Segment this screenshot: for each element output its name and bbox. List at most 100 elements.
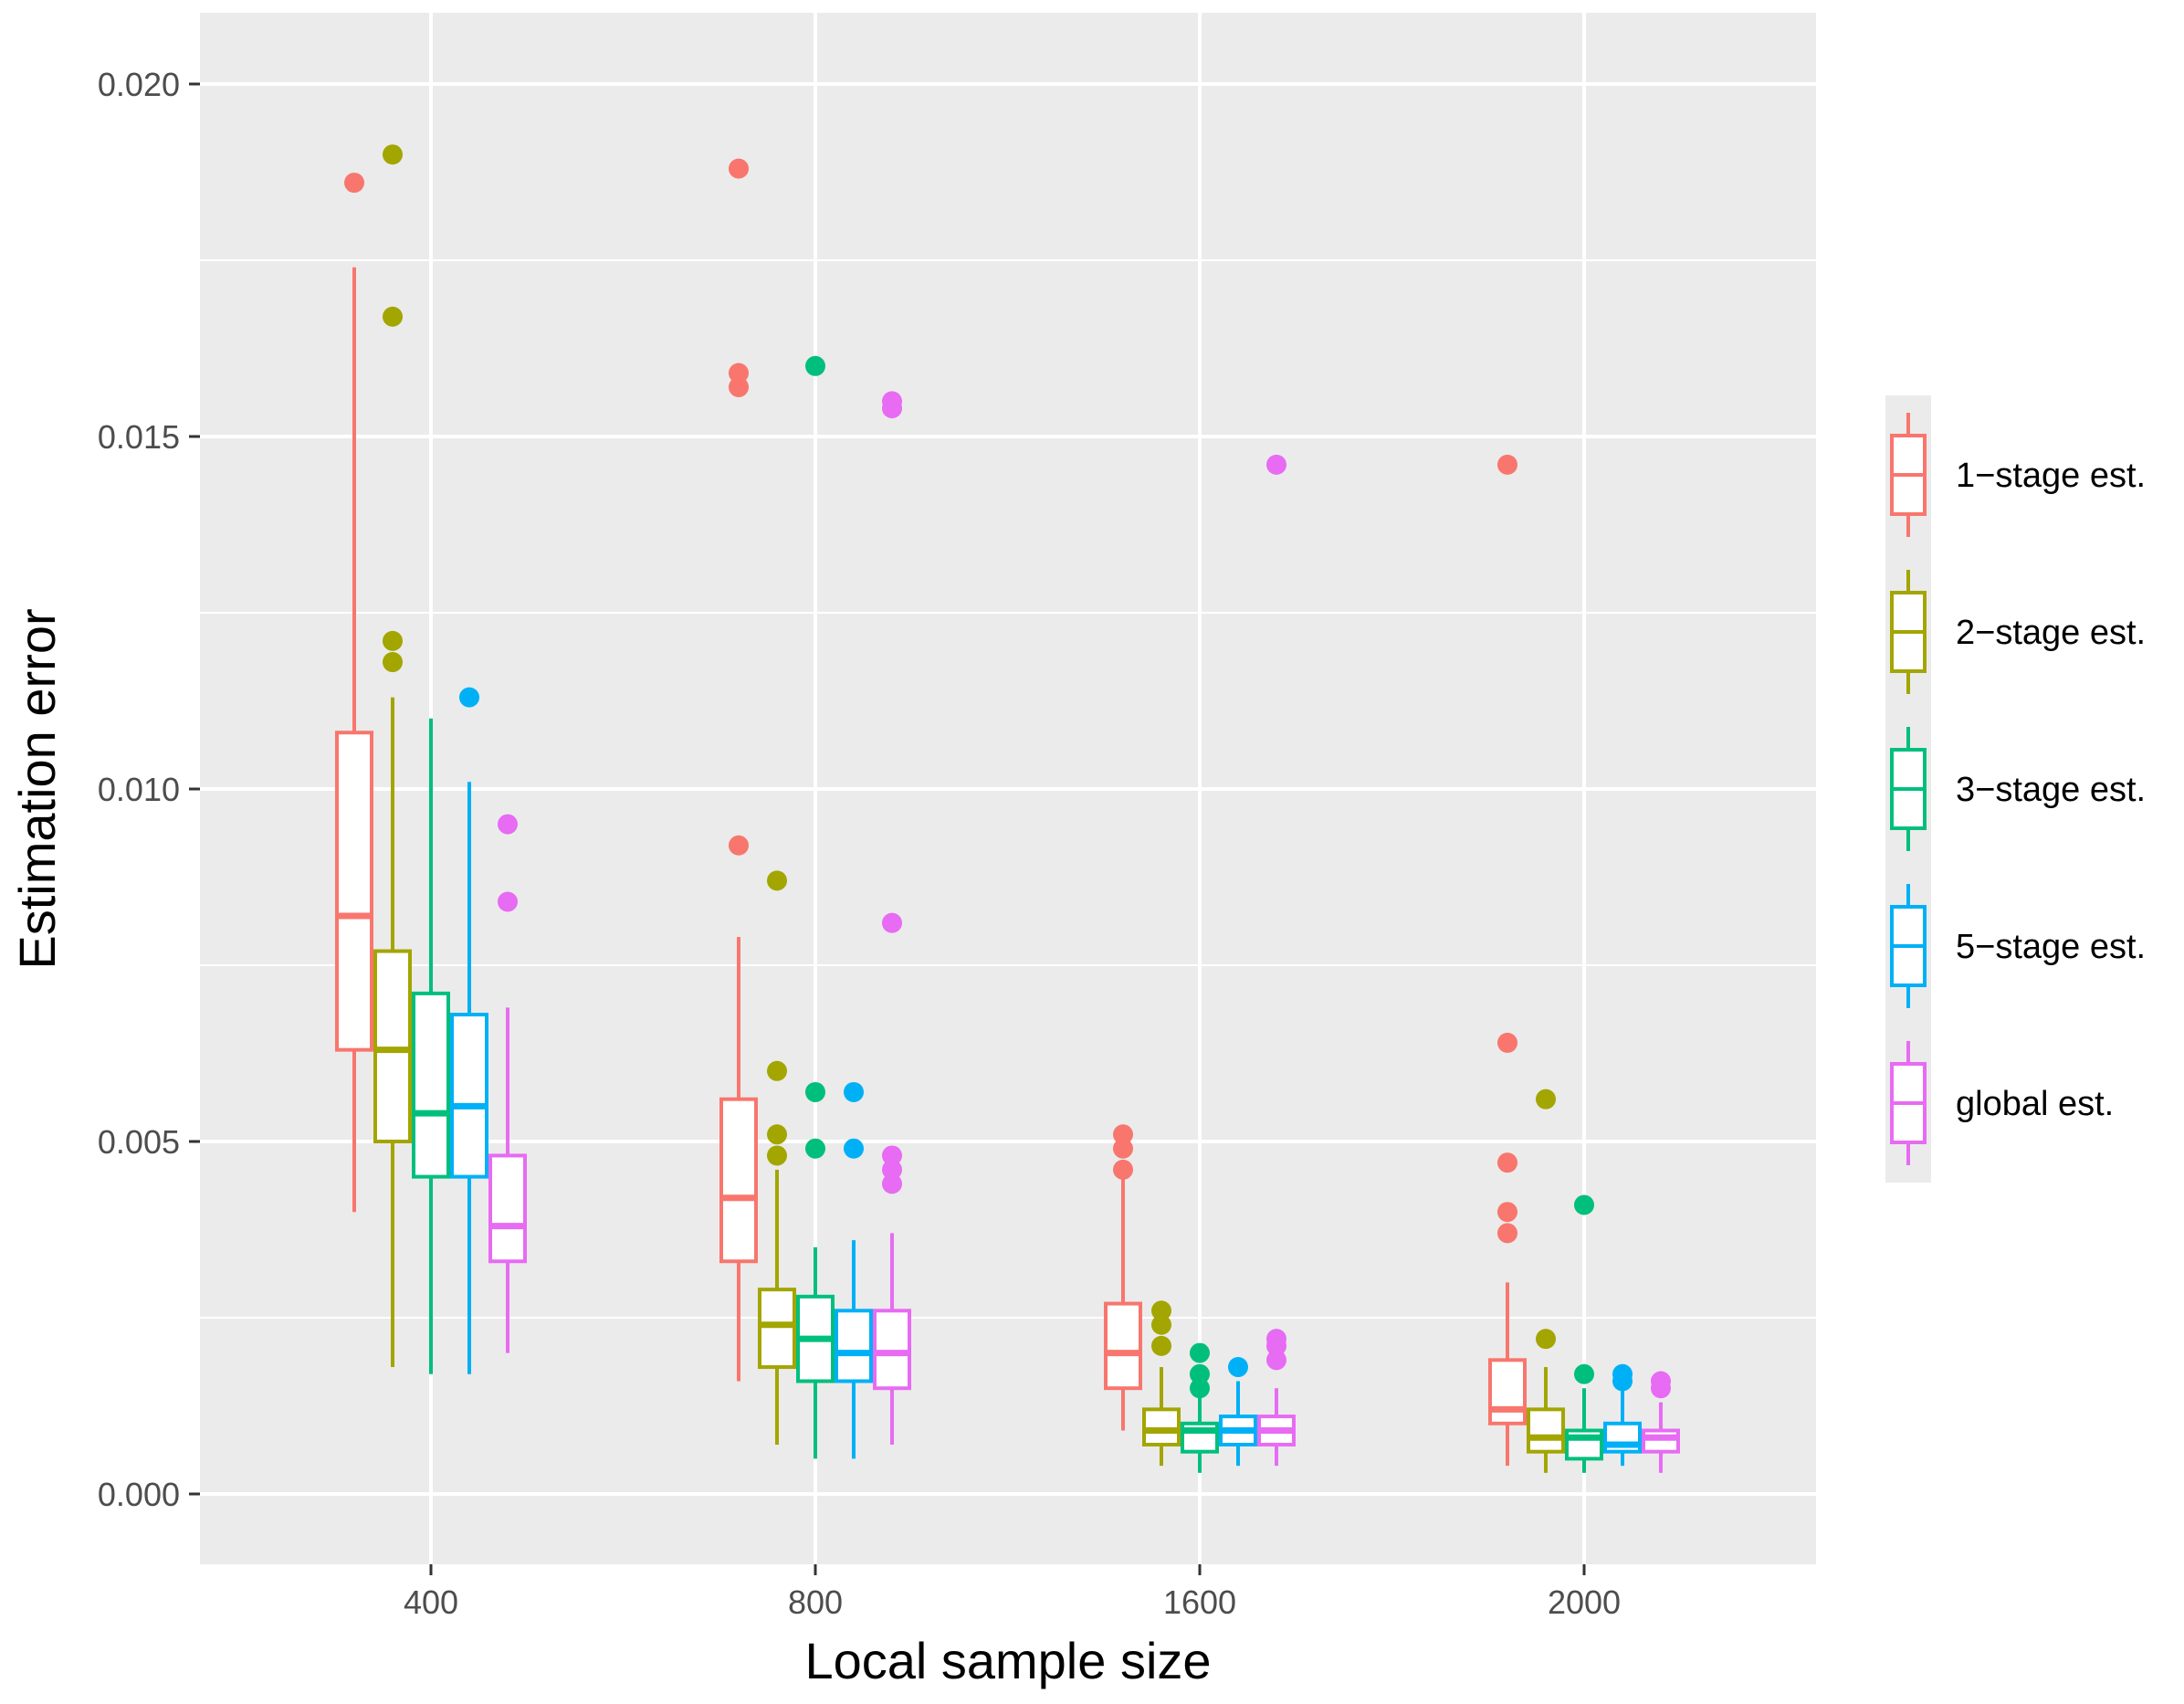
outlier-point xyxy=(1190,1363,1210,1384)
box-5-stage-est--1600 xyxy=(1219,1357,1257,1467)
outlier-point xyxy=(1266,454,1286,475)
x-axis: 400 800 1600 2000 xyxy=(404,1564,1621,1621)
outlier-point xyxy=(1266,1350,1286,1371)
outlier-point xyxy=(1190,1342,1210,1363)
box-global-est--400 xyxy=(488,814,527,1353)
outlier-point xyxy=(459,687,479,708)
outlier-point xyxy=(1497,454,1517,475)
legend: 1−stage est. 2−stage est. 3−stage est. 5−st… xyxy=(1885,395,2146,1183)
legend-label: 2−stage est. xyxy=(1956,614,2146,652)
outlier-point xyxy=(1574,1363,1594,1384)
outlier-point xyxy=(1151,1314,1171,1335)
iqr-box xyxy=(488,1153,527,1264)
outlier-point xyxy=(1536,1089,1556,1110)
outlier-point xyxy=(844,1081,864,1102)
outlier-point xyxy=(882,1159,902,1180)
outlier-point xyxy=(1497,1202,1517,1223)
box-3-stage-est--800 xyxy=(796,355,835,1459)
legend-key-3-stage-est- xyxy=(1890,727,1927,851)
box-2-stage-est--400 xyxy=(373,144,412,1368)
iqr-box xyxy=(1642,1428,1680,1454)
legend-key-global-est- xyxy=(1890,1041,1927,1165)
iqr-box xyxy=(1142,1407,1181,1446)
y-tick-label: 0.010 xyxy=(98,771,180,808)
outlier-point xyxy=(1497,1152,1517,1173)
outlier-point xyxy=(1113,1124,1133,1145)
iqr-box xyxy=(835,1309,873,1383)
box-2-stage-est--2000 xyxy=(1527,1089,1565,1473)
box-2-stage-est--1600 xyxy=(1142,1300,1181,1467)
box-5-stage-est--2000 xyxy=(1603,1363,1642,1467)
outlier-point xyxy=(1151,1335,1171,1356)
outlier-point xyxy=(1612,1363,1633,1384)
iqr-box xyxy=(719,1097,758,1264)
box-global-est--1600 xyxy=(1257,454,1296,1467)
outlier-point xyxy=(1113,1138,1133,1159)
outlier-point xyxy=(498,891,518,912)
outlier-point xyxy=(383,144,403,165)
iqr-box xyxy=(1488,1358,1527,1425)
iqr-box xyxy=(335,731,373,1052)
outlier-point xyxy=(844,1138,864,1159)
iqr-box xyxy=(373,949,412,1144)
iqr-box xyxy=(873,1309,911,1391)
iqr-box xyxy=(450,1013,488,1179)
x-tick-label: 800 xyxy=(788,1583,843,1621)
box-5-stage-est--400 xyxy=(450,687,488,1374)
y-tick-label: 0.020 xyxy=(98,66,180,103)
box-1-stage-est--800 xyxy=(719,158,758,1382)
x-tick-label: 400 xyxy=(404,1583,458,1621)
outlier-point xyxy=(805,1138,825,1159)
outlier-point xyxy=(383,630,403,651)
outlier-point xyxy=(1190,1378,1210,1399)
box-3-stage-est--400 xyxy=(412,718,450,1374)
outlier-point xyxy=(882,1173,902,1194)
box-3-stage-est--2000 xyxy=(1565,1194,1603,1473)
iqr-box xyxy=(1527,1407,1565,1454)
outlier-point xyxy=(767,870,787,891)
legend-key-5-stage-est- xyxy=(1890,884,1927,1008)
box-group xyxy=(335,144,1680,1473)
y-axis-title: Estimation error xyxy=(8,608,66,969)
outlier-point xyxy=(383,306,403,327)
outlier-point xyxy=(882,1145,902,1166)
outlier-point xyxy=(729,363,749,384)
y-tick-label: 0.015 xyxy=(98,418,180,456)
outlier-point xyxy=(882,391,902,412)
x-tick-label: 1600 xyxy=(1163,1583,1236,1621)
legend-label: 3−stage est. xyxy=(1956,771,2146,809)
outlier-point xyxy=(729,835,749,856)
legend-key-2-stage-est- xyxy=(1890,570,1927,694)
outlier-point xyxy=(1497,1223,1517,1244)
outlier-point xyxy=(882,912,902,933)
outlier-point xyxy=(767,1145,787,1166)
box-global-est--2000 xyxy=(1642,1371,1680,1473)
outlier-point xyxy=(1113,1159,1133,1180)
outlier-point xyxy=(344,173,364,194)
outlier-point xyxy=(383,652,403,673)
box-5-stage-est--800 xyxy=(835,1081,873,1459)
box-1-stage-est--2000 xyxy=(1488,454,1527,1467)
outlier-point xyxy=(767,1124,787,1145)
outlier-point xyxy=(729,158,749,179)
box-2-stage-est--800 xyxy=(758,870,796,1445)
outlier-point xyxy=(1574,1194,1594,1215)
x-tick-label: 2000 xyxy=(1548,1583,1621,1621)
outlier-point xyxy=(1228,1357,1248,1378)
legend-label: 1−stage est. xyxy=(1956,457,2146,495)
outlier-point xyxy=(767,1060,787,1081)
box-3-stage-est--1600 xyxy=(1181,1342,1219,1473)
outlier-point xyxy=(1651,1371,1671,1392)
outlier-point xyxy=(805,355,825,376)
legend-label: global est. xyxy=(1956,1085,2114,1123)
legend-key-1-stage-est- xyxy=(1890,413,1927,537)
outlier-point xyxy=(1151,1300,1171,1321)
outlier-point xyxy=(1536,1329,1556,1350)
outlier-point xyxy=(729,376,749,397)
y-axis: 0.000 0.005 0.010 0.015 0.020 xyxy=(98,66,200,1513)
box-1-stage-est--1600 xyxy=(1104,1124,1142,1431)
outlier-point xyxy=(1266,1329,1286,1350)
box-1-stage-est--400 xyxy=(335,173,373,1213)
outlier-point xyxy=(805,1081,825,1102)
